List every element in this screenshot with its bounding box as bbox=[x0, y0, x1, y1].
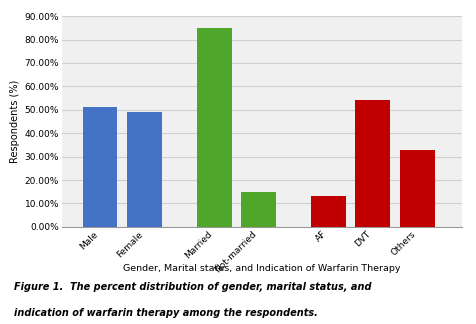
Bar bbox=[311, 196, 346, 227]
Bar bbox=[197, 28, 232, 227]
Text: indication of warfarin therapy among the respondents.: indication of warfarin therapy among the… bbox=[14, 308, 318, 318]
Bar bbox=[127, 112, 162, 227]
Text: Figure 1.  The percent distribution of gender, marital status, and: Figure 1. The percent distribution of ge… bbox=[14, 282, 372, 292]
Text: Gender, Marital status, and Indication of Warfarin Therapy: Gender, Marital status, and Indication o… bbox=[123, 264, 400, 273]
Bar bbox=[400, 150, 435, 227]
Bar bbox=[241, 192, 276, 227]
Bar bbox=[82, 108, 118, 227]
Y-axis label: Respondents (%): Respondents (%) bbox=[10, 80, 20, 163]
Bar bbox=[356, 100, 390, 227]
